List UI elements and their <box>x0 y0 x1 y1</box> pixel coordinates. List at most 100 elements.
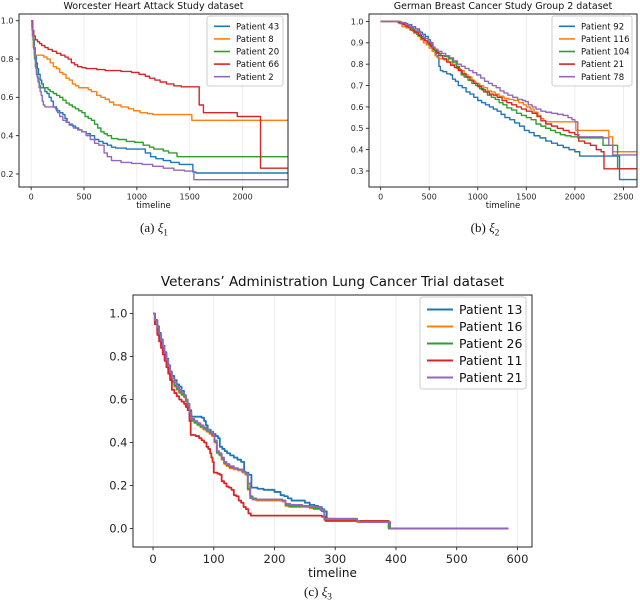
survival-chart-worcester: 0 500 1000 1500 2000 0.2 0.4 0.6 0.8 1.0 Worcester… <box>1 1 289 211</box>
series-patient-2 <box>31 20 288 181</box>
x-tick-label: 200 <box>264 552 286 566</box>
legend-label: Patient 21 <box>459 370 522 385</box>
y-tick-label: 0.4 <box>351 146 364 155</box>
legend-label: Patient 11 <box>459 353 522 368</box>
x-tick-label: 300 <box>324 552 346 566</box>
legend-label: Patient 16 <box>459 319 522 334</box>
y-tick-label: 0.2 <box>109 479 127 493</box>
series-group <box>31 20 288 181</box>
y-tick-label: 1.0 <box>351 17 364 26</box>
legend: Patient 92 Patient 116 Patient 104 Patient … <box>551 15 633 87</box>
legend: Patient 43 Patient 8 Patient 20 Patient 66 P… <box>206 15 284 87</box>
x-tick-label: 400 <box>385 552 407 566</box>
series-patient-11 <box>153 312 509 530</box>
legend-label: Patient 8 <box>236 35 274 45</box>
caption-index: (a) <box>140 220 155 235</box>
subfig-caption-a: (a) ξ1 <box>0 220 308 239</box>
plot-border <box>132 294 533 548</box>
x-tick-label: 2000 <box>232 193 252 202</box>
grid-lines <box>152 295 518 547</box>
chart-title: German Breast Cancer Study Group 2 datas… <box>394 1 613 12</box>
legend-box <box>206 15 284 87</box>
legend-label: Patient 92 <box>581 22 624 32</box>
legend-label: Patient 20 <box>236 48 279 58</box>
plot-border <box>18 13 289 188</box>
y-tick-label: 1.0 <box>109 307 127 321</box>
series-patient-66 <box>31 20 288 169</box>
y-tick-label: 0.8 <box>1 55 14 64</box>
legend-label: Patient 26 <box>459 336 522 351</box>
y-tick-label: 1.0 <box>1 17 14 26</box>
caption-index: (c) <box>304 584 319 599</box>
x-axis-label: timeline <box>136 201 171 211</box>
y-tick-label: 0.6 <box>109 393 127 407</box>
legend-label: Patient 13 <box>459 302 522 317</box>
legend-label: Patient 2 <box>236 73 274 83</box>
x-tick-label: 1000 <box>127 193 147 202</box>
legend-label: Patient 66 <box>236 60 279 70</box>
caption-subscript: 3 <box>327 592 332 603</box>
x-tick-label: 500 <box>76 193 91 202</box>
x-tick-label: 500 <box>422 193 437 202</box>
x-axis-label: timeline <box>308 566 357 580</box>
survival-chart-gbsg2: 0 500 1000 1500 2000 2500 0.3 0.4 0.5 0.6 0.7 0.8 0.… <box>351 1 638 211</box>
subfig-caption-c: (c) ξ3 <box>98 584 538 603</box>
caption-symbol-xi: ξ <box>157 220 164 235</box>
series-group <box>380 20 637 181</box>
series-patient-21 <box>380 20 637 170</box>
x-tick-label: 600 <box>506 552 528 566</box>
caption-symbol-xi: ξ <box>489 220 495 235</box>
y-tick-label: 0.0 <box>109 522 127 536</box>
y-tick-label: 0.6 <box>1 93 14 102</box>
legend-label: Patient 21 <box>581 60 624 70</box>
x-tick-label: 1000 <box>468 193 488 202</box>
x-tick-label: 0 <box>149 552 156 566</box>
series-patient-92 <box>380 20 637 181</box>
series-patient-78 <box>380 20 637 156</box>
subfigure-b-gbsg2-chart: 0 500 1000 1500 2000 2500 0.3 0.4 0.5 0.6 0.7 0.8 0.… <box>330 0 640 239</box>
y-tick-label: 0.4 <box>109 436 127 450</box>
chart-title: Veterans’ Administration Lung Cancer Tri… <box>161 274 504 290</box>
caption-subscript: 2 <box>494 228 500 239</box>
series-group <box>153 312 509 530</box>
plot-border <box>368 13 638 188</box>
legend-label: Patient 43 <box>236 22 279 32</box>
axis-ticks: 0 500 1000 1500 2000 2500 0.3 0.4 0.5 0.6 0.7 0.8 0.… <box>351 17 634 201</box>
legend-box <box>419 296 527 390</box>
caption-index: (b) <box>470 220 486 235</box>
x-axis-label: timeline <box>486 201 521 211</box>
chart-title: Worcester Heart Attack Study dataset <box>63 1 243 12</box>
legend-label: Patient 116 <box>581 35 630 45</box>
series-patient-13 <box>153 312 509 530</box>
y-tick-label: 0.6 <box>351 103 364 112</box>
y-tick-label: 0.8 <box>109 350 127 364</box>
caption-symbol-xi: ξ <box>321 584 328 599</box>
y-tick-label: 0.2 <box>1 170 14 179</box>
x-tick-label: 1500 <box>516 193 536 202</box>
x-tick-label: 0 <box>29 193 34 202</box>
caption-subscript: 1 <box>163 228 168 239</box>
y-tick-label: 0.9 <box>351 39 364 48</box>
x-tick-label: 500 <box>446 552 468 566</box>
y-tick-label: 0.4 <box>1 132 14 141</box>
subfigure-c-veterans-chart: 0 100 200 300 400 500 600 0.0 0.2 0.4 0.6 0.8 1.0 Vet… <box>98 263 538 603</box>
x-tick-label: 2500 <box>613 193 633 202</box>
axis-ticks: 0 500 1000 1500 2000 0.2 0.4 0.6 0.8 1.0 <box>1 17 253 202</box>
y-tick-label: 0.7 <box>351 81 364 90</box>
legend-box <box>551 15 633 87</box>
x-tick-label: 1500 <box>180 193 200 202</box>
y-tick-label: 0.5 <box>351 124 364 133</box>
series-patient-8 <box>31 20 288 122</box>
subfig-caption-b: (b) ξ2 <box>330 220 640 239</box>
legend-label: Patient 78 <box>581 73 624 83</box>
y-tick-label: 0.3 <box>351 167 364 176</box>
x-tick-label: 2000 <box>565 193 585 202</box>
y-tick-label: 0.8 <box>351 60 364 69</box>
x-tick-label: 0 <box>378 193 383 202</box>
survival-chart-veterans: 0 100 200 300 400 500 600 0.0 0.2 0.4 0.6 0.8 1.0 Vet… <box>109 274 533 580</box>
legend-label: Patient 104 <box>581 48 630 58</box>
legend: Patient 13 Patient 16 Patient 26 Patient 11… <box>419 296 527 390</box>
x-tick-label: 100 <box>203 552 225 566</box>
subfigure-a-worcester-chart: 0 500 1000 1500 2000 0.2 0.4 0.6 0.8 1.0 Worcester… <box>0 0 308 239</box>
